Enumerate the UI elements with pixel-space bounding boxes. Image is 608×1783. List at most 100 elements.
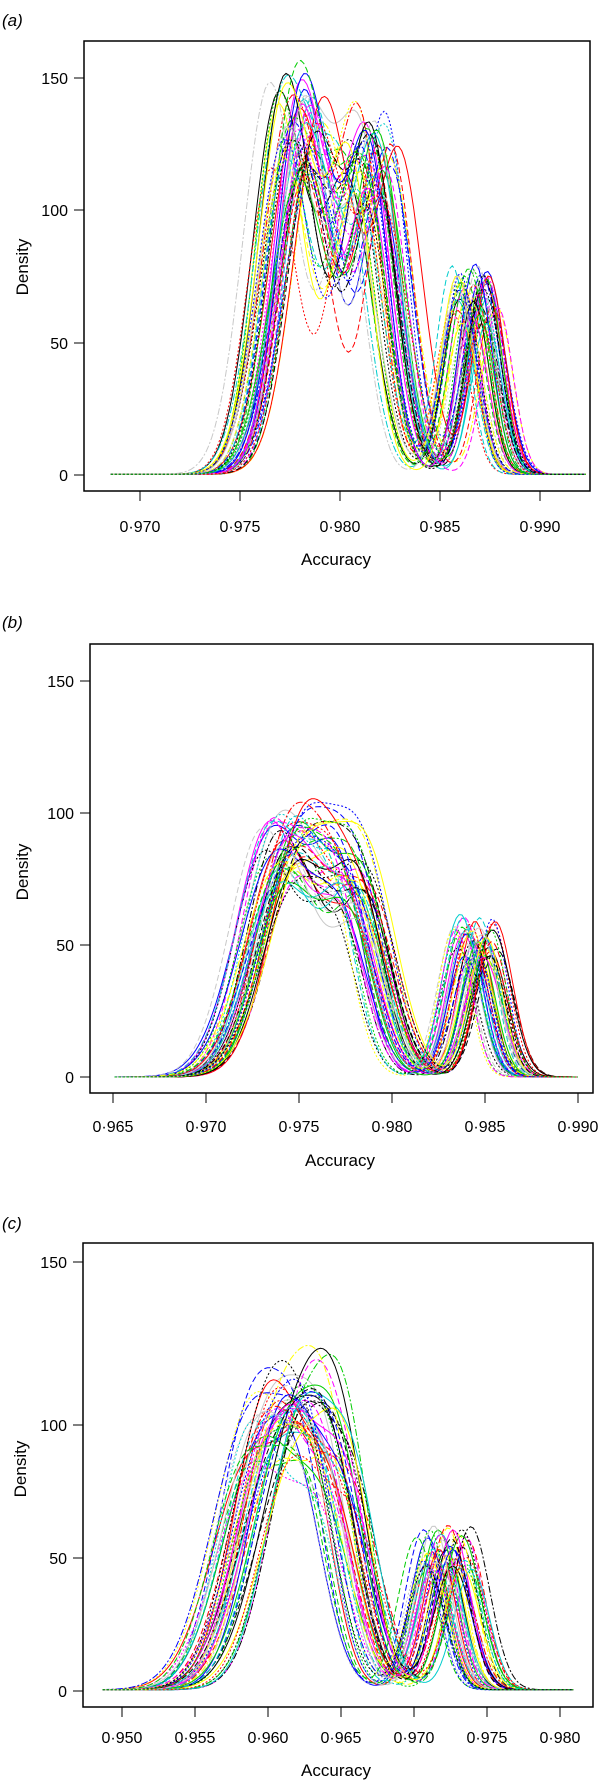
density-curve [114, 809, 578, 1078]
density-curve [102, 1358, 574, 1691]
density-curve [102, 1391, 574, 1691]
density-curve [110, 150, 586, 475]
density-curve [114, 848, 578, 1078]
panel-c-plot-frame [82, 1242, 594, 1708]
density-curve [110, 95, 586, 475]
density-curve [110, 100, 586, 475]
density-curve [102, 1408, 574, 1691]
density-curve [102, 1426, 574, 1691]
panel-a-curves [110, 59, 586, 475]
panel-a-plot-frame [83, 40, 591, 492]
panel-c-x-tick-label: 0·980 [540, 1730, 581, 1747]
panel-b-x-ticks: 0·965 0·970 0·975 0·980 0·985 0·990 [93, 1093, 599, 1136]
panel-a-y-tick-label: 150 [41, 71, 68, 88]
density-curve [114, 845, 578, 1078]
density-curve [110, 156, 586, 475]
panel-a-label: (a) [2, 11, 23, 30]
density-curve [114, 815, 578, 1078]
density-curve [110, 143, 586, 475]
density-curve [102, 1452, 574, 1691]
panel-c-x-tick-label: 0·950 [102, 1730, 143, 1747]
density-curve [110, 130, 586, 475]
density-curve [114, 826, 578, 1078]
density-curve [114, 817, 578, 1078]
density-curve [110, 128, 586, 475]
density-curve [110, 129, 586, 475]
panel-c-label: (c) [2, 1214, 22, 1233]
density-curve [102, 1405, 574, 1691]
density-curve [102, 1407, 574, 1691]
panel-b-y-label: Density [13, 843, 32, 900]
density-curve [102, 1415, 574, 1691]
density-curve [110, 158, 586, 475]
panel-b-y-tick-label: 50 [56, 938, 74, 955]
density-curve [102, 1388, 574, 1691]
density-curve [102, 1344, 574, 1691]
density-curve [110, 95, 586, 475]
panel-c-y-tick-label: 150 [40, 1255, 67, 1272]
density-curve [114, 861, 578, 1078]
density-curve [110, 151, 586, 475]
density-curve [102, 1405, 574, 1691]
density-curve [110, 138, 586, 475]
density-curve [102, 1408, 574, 1691]
panel-c-x-tick-label: 0·955 [175, 1730, 216, 1747]
density-curve [110, 121, 586, 475]
density-curve [102, 1421, 574, 1691]
density-curve [102, 1419, 574, 1691]
density-curve [110, 112, 586, 475]
panel-c-y-label: Density [11, 1440, 30, 1497]
density-curve [102, 1401, 574, 1691]
panel-c-x-ticks: 0·950 0·955 0·960 0·965 0·970 0·975 0·98… [102, 1707, 581, 1747]
panel-b-x-label: Accuracy [305, 1151, 375, 1170]
density-curve [110, 116, 586, 475]
density-curve [102, 1391, 574, 1691]
density-curve [102, 1359, 574, 1691]
panel-b-x-tick-label: 0·975 [279, 1119, 320, 1136]
panel-a-x-ticks: 0·970 0·975 0·980 0·985 0·990 [120, 491, 561, 536]
panel-a-y-tick-label: 100 [41, 203, 68, 220]
density-curve [114, 820, 578, 1078]
density-curve [102, 1384, 574, 1691]
density-curve [102, 1347, 574, 1691]
panel-b-curves [114, 798, 578, 1078]
panel-a-x-tick-label: 0·975 [220, 519, 261, 536]
density-curve [114, 824, 578, 1078]
density-curve [114, 835, 578, 1078]
panel-a-y-ticks: 0 50 100 150 [41, 71, 84, 485]
density-curve [114, 859, 578, 1078]
panel-a-x-label: Accuracy [301, 550, 371, 569]
panel-c-x-tick-label: 0·960 [248, 1730, 289, 1747]
density-curve [110, 143, 586, 475]
panel-a: (a) Density Accuracy 0 50 100 150 0·970 … [2, 11, 591, 569]
density-curve [102, 1392, 574, 1691]
panel-c-y-ticks: 0 50 100 150 [40, 1255, 83, 1701]
density-curve [102, 1391, 574, 1691]
panel-b-y-tick-label: 0 [65, 1070, 74, 1087]
panel-b-x-tick-label: 0·980 [372, 1119, 413, 1136]
density-curve [102, 1429, 574, 1691]
panel-c-curves [102, 1344, 574, 1691]
panel-a-y-tick-label: 0 [59, 468, 68, 485]
panel-b-y-tick-label: 100 [47, 806, 74, 823]
panel-b-x-tick-label: 0·970 [186, 1119, 227, 1136]
panel-b-x-tick-label: 0·965 [93, 1119, 134, 1136]
density-curve [102, 1408, 574, 1691]
panel-c: (c) Density Accuracy 0 50 100 150 0·950 … [2, 1214, 594, 1780]
density-curve [110, 145, 586, 475]
panel-b-x-tick-label: 0·985 [465, 1119, 506, 1136]
density-curve [114, 838, 578, 1078]
panel-a-x-tick-label: 0·980 [320, 519, 361, 536]
density-curve [114, 813, 578, 1078]
panel-b-label: (b) [2, 613, 23, 632]
panel-a-x-tick-label: 0·990 [520, 519, 561, 536]
panel-a-y-tick-label: 50 [50, 336, 68, 353]
density-curve [110, 139, 586, 475]
panel-c-x-tick-label: 0·975 [467, 1730, 508, 1747]
density-curve [102, 1409, 574, 1691]
panel-c-y-tick-label: 50 [49, 1551, 67, 1568]
density-curve [110, 59, 586, 475]
panel-c-y-tick-label: 0 [58, 1684, 67, 1701]
density-curve [102, 1384, 574, 1691]
